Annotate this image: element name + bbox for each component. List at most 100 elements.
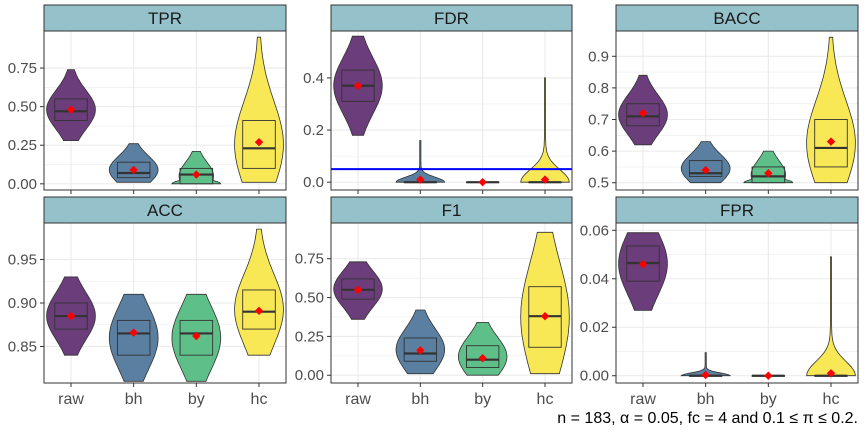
y-tick-label: 0.00 xyxy=(295,367,324,384)
panel-acc: ACC 0.85 0.90 0.95 raw bh by hc xyxy=(8,196,287,408)
series-raw xyxy=(618,74,668,146)
panel-f1: F1 0.00 0.25 0.50 0.75 raw bh by hc xyxy=(295,196,573,408)
facet-strip xyxy=(330,4,573,32)
panel-border xyxy=(615,30,859,191)
y-tick-label: 0.0 xyxy=(303,174,324,191)
box xyxy=(466,345,500,368)
box xyxy=(54,98,88,121)
panel-border xyxy=(615,222,859,384)
series-hc xyxy=(806,256,856,378)
panel-fdr: FDR 0.0 0.2 0.4 xyxy=(303,4,573,194)
series-bh xyxy=(680,352,732,380)
mean-marker xyxy=(540,175,550,184)
mean-marker xyxy=(254,137,264,147)
box xyxy=(814,119,848,168)
mean-marker xyxy=(416,175,425,184)
violin xyxy=(618,232,668,311)
mean-marker xyxy=(66,311,76,321)
mean-marker xyxy=(129,328,138,337)
violin xyxy=(520,231,570,375)
facet-title: BACC xyxy=(713,9,760,28)
facet-strip xyxy=(43,4,287,32)
series-hc xyxy=(520,77,570,184)
facet-strip xyxy=(615,196,859,224)
panel-border xyxy=(43,30,287,191)
mean-marker xyxy=(66,105,76,114)
box xyxy=(626,103,660,127)
facet-title: F1 xyxy=(442,201,462,220)
series-raw xyxy=(333,35,383,136)
mean-marker xyxy=(416,346,425,355)
y-tick-label: 0.2 xyxy=(303,122,324,139)
mean-marker xyxy=(764,371,773,380)
mean-marker xyxy=(826,369,836,378)
series-bh xyxy=(108,293,159,382)
box xyxy=(242,289,276,330)
series-raw xyxy=(618,232,668,311)
series-bh xyxy=(680,141,731,184)
mean-marker xyxy=(129,165,138,175)
series-by xyxy=(743,150,794,184)
violin xyxy=(234,36,284,183)
y-tick-label: 0.8 xyxy=(588,80,609,97)
x-tick-label: by xyxy=(188,391,205,408)
series-by xyxy=(171,151,222,185)
y-tick-label: 0.75 xyxy=(8,60,37,77)
series-by xyxy=(751,371,786,380)
box xyxy=(116,161,151,179)
violin xyxy=(806,36,856,184)
mean-marker xyxy=(192,170,201,179)
panel-bacc: BACC 0.5 0.6 0.7 0.8 0.9 xyxy=(588,4,859,194)
box xyxy=(688,160,723,177)
y-tick-label: 0.50 xyxy=(8,99,37,116)
y-tick-label: 0.04 xyxy=(580,271,609,288)
box xyxy=(403,337,437,362)
panel-border xyxy=(330,222,573,384)
x-tick-label: raw xyxy=(345,391,371,408)
series-hc xyxy=(234,36,284,183)
violin xyxy=(395,309,445,375)
series-hc xyxy=(234,228,284,356)
box xyxy=(179,319,214,356)
violin xyxy=(520,77,570,183)
violin xyxy=(680,352,732,377)
y-tick-label: 0.4 xyxy=(303,70,324,87)
y-tick-label: 0.95 xyxy=(8,252,37,269)
series-raw xyxy=(46,276,96,356)
x-tick-label: hc xyxy=(537,391,554,408)
mean-marker xyxy=(701,165,710,175)
figure-caption: n = 183, α = 0.05, fc = 4 and 0.1 ≤ π ≤ … xyxy=(557,410,858,427)
series-by xyxy=(171,293,222,382)
mean-marker xyxy=(254,306,264,316)
mean-marker xyxy=(540,312,550,321)
y-tick-label: 0.5 xyxy=(588,175,609,192)
violin xyxy=(458,322,508,376)
y-tick-label: 0.9 xyxy=(588,48,609,65)
facet-title: ACC xyxy=(147,201,183,220)
y-tick-label: 0.90 xyxy=(8,295,37,312)
y-tick-label: 0.00 xyxy=(8,176,37,193)
y-tick-label: 0.02 xyxy=(580,319,609,336)
violin xyxy=(234,228,284,356)
y-tick-label: 0.06 xyxy=(580,222,609,239)
x-tick-label: raw xyxy=(58,391,84,408)
y-tick-label: 0.6 xyxy=(588,143,609,160)
y-tick-label: 0.85 xyxy=(8,338,37,355)
y-tick-label: 0.25 xyxy=(295,328,324,345)
x-tick-label: raw xyxy=(630,391,656,408)
violin xyxy=(108,293,159,382)
y-tick-label: 0.25 xyxy=(8,137,37,154)
mean-marker xyxy=(353,285,363,294)
box xyxy=(179,167,214,185)
panel-tpr: TPR 0.00 0.25 0.50 0.75 xyxy=(8,4,287,194)
series-by xyxy=(466,177,500,187)
mean-marker xyxy=(764,169,773,178)
series-bh xyxy=(395,309,445,375)
facet-title: FPR xyxy=(720,201,754,220)
facet-title: FDR xyxy=(434,9,469,28)
x-tick-label: by xyxy=(474,391,491,408)
facet-title: TPR xyxy=(148,9,182,28)
series-bh xyxy=(108,143,159,183)
x-tick-label: hc xyxy=(823,391,840,408)
